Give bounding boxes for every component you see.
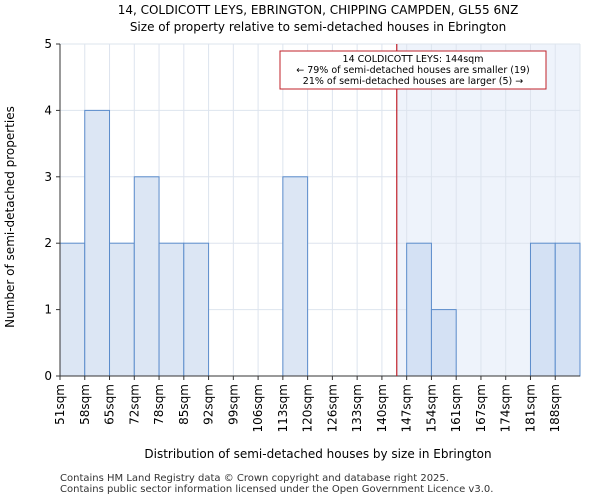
x-tick-label: 120sqm bbox=[301, 384, 315, 432]
y-tick-label: 3 bbox=[44, 170, 52, 184]
bar bbox=[84, 109, 111, 377]
annotation-box bbox=[279, 50, 547, 90]
y-tick-label: 2 bbox=[44, 236, 52, 250]
x-tick-label: 161sqm bbox=[449, 384, 463, 432]
x-tick-label: 58sqm bbox=[78, 384, 92, 425]
annotation-line: ← 79% of semi-detached houses are smalle… bbox=[296, 65, 530, 76]
bar bbox=[406, 242, 432, 377]
x-tick-label: 126sqm bbox=[325, 384, 339, 432]
x-tick-label: 85sqm bbox=[177, 384, 191, 425]
bar bbox=[529, 242, 556, 377]
bar bbox=[554, 242, 581, 377]
y-tick-label: 0 bbox=[44, 369, 52, 383]
bar bbox=[158, 242, 185, 377]
bar bbox=[133, 176, 160, 377]
bar bbox=[183, 242, 210, 377]
x-tick-label: 65sqm bbox=[103, 384, 117, 425]
footer-licence: Contains public sector information licen… bbox=[60, 484, 494, 495]
y-tick-label: 5 bbox=[44, 37, 52, 51]
x-tick-label: 147sqm bbox=[400, 384, 414, 432]
bar bbox=[59, 242, 86, 377]
x-tick-label: 133sqm bbox=[350, 384, 364, 432]
x-tick-label: 174sqm bbox=[499, 384, 513, 432]
x-tick-label: 92sqm bbox=[202, 384, 216, 425]
plot-area: 0 1 2 3 4 5 51sqm 58sqm 65sqm 72sqm 78sqm 85sqm 92sq… bbox=[44, 37, 581, 432]
x-tick-label: 113sqm bbox=[276, 384, 290, 432]
x-tick-label: 154sqm bbox=[424, 384, 438, 432]
annotation-line: 21% of semi-detached houses are larger (… bbox=[303, 76, 523, 87]
x-tick-label: 167sqm bbox=[474, 384, 488, 432]
footer-copyright: Contains HM Land Registry data © Crown c… bbox=[60, 473, 449, 484]
chart-title: 14, COLDICOTT LEYS, EBRINGTON, CHIPPING … bbox=[118, 3, 519, 17]
x-tick-label: 72sqm bbox=[127, 384, 141, 425]
x-tick-label: 106sqm bbox=[251, 384, 265, 432]
x-tick-label: 78sqm bbox=[152, 384, 166, 425]
y-tick-label: 1 bbox=[44, 303, 52, 317]
x-tick-label: 140sqm bbox=[375, 384, 389, 432]
y-tick-label: 4 bbox=[44, 103, 52, 117]
chart-subtitle: Size of property relative to semi-detach… bbox=[130, 20, 506, 34]
x-tick-label: 181sqm bbox=[523, 384, 537, 432]
bar bbox=[282, 176, 309, 377]
annotation-line: 14 COLDICOTT LEYS: 144sqm bbox=[343, 54, 484, 65]
bar bbox=[109, 242, 135, 377]
x-tick-label: 99sqm bbox=[226, 384, 240, 425]
x-tick-label: 51sqm bbox=[53, 384, 67, 425]
bar bbox=[430, 309, 457, 377]
x-axis-label: Distribution of semi-detached houses by … bbox=[144, 447, 491, 461]
x-tick-label: 188sqm bbox=[548, 384, 562, 432]
y-axis-label: Number of semi-detached properties bbox=[3, 106, 17, 328]
chart: 14, COLDICOTT LEYS, EBRINGTON, CHIPPING … bbox=[3, 3, 581, 461]
